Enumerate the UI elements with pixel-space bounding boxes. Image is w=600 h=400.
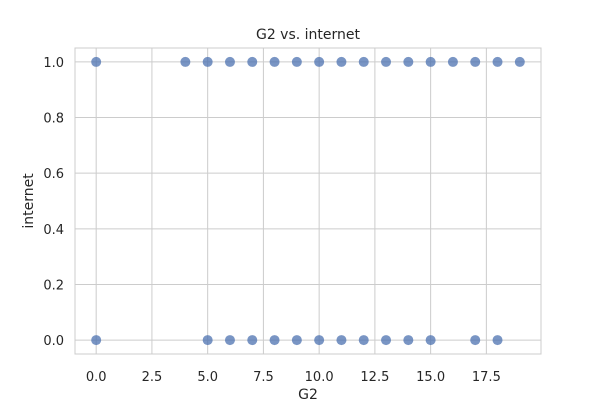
x-tick-label: 0.0: [86, 370, 107, 385]
x-tick-label: 12.5: [360, 370, 389, 385]
x-tick-label: 17.5: [472, 370, 501, 385]
y-tick-label: 0.6: [43, 167, 64, 182]
y-axis-label: internet: [21, 173, 37, 229]
data-point: [492, 335, 503, 346]
data-point: [381, 335, 392, 346]
data-point: [470, 335, 481, 346]
x-tick-label: 10.0: [305, 370, 334, 385]
data-point: [492, 56, 503, 67]
data-point: [247, 56, 258, 67]
data-point: [202, 56, 213, 67]
data-point: [269, 56, 280, 67]
y-tick-label: 1.0: [43, 56, 64, 71]
data-point: [247, 335, 258, 346]
y-tick-label: 0.0: [43, 334, 64, 349]
data-point: [425, 335, 436, 346]
chart-title: G2 vs. internet: [256, 27, 361, 43]
x-tick-label: 2.5: [142, 370, 163, 385]
data-point: [425, 56, 436, 67]
data-point: [514, 56, 525, 67]
data-point: [447, 56, 458, 67]
x-tick-label: 5.0: [197, 370, 218, 385]
data-point: [358, 56, 369, 67]
data-point: [224, 56, 235, 67]
y-tick-label: 0.8: [43, 112, 64, 127]
plot-frame: [74, 47, 542, 355]
data-point: [314, 56, 325, 67]
y-tick-label: 0.2: [43, 278, 64, 293]
data-point: [180, 56, 191, 67]
data-point: [291, 56, 302, 67]
grid: [75, 48, 541, 354]
data-point: [314, 335, 325, 346]
x-axis-label: G2: [298, 387, 318, 400]
data-point: [202, 335, 213, 346]
data-point: [224, 335, 235, 346]
data-point: [403, 56, 414, 67]
data-points: [91, 56, 525, 346]
data-point: [91, 335, 102, 346]
x-tick-labels: 0.0 2.5 5.0 7.5 10.0 12.5 15.0 17.5: [86, 370, 501, 385]
x-tick-label: 15.0: [416, 370, 445, 385]
y-tick-label: 0.4: [43, 223, 64, 238]
data-point: [403, 335, 414, 346]
data-point: [470, 56, 481, 67]
data-point: [91, 56, 102, 67]
data-point: [381, 56, 392, 67]
y-tick-labels: 0.0 0.2 0.4 0.6 0.8 1.0: [43, 56, 64, 349]
data-point: [269, 335, 280, 346]
data-point: [358, 335, 369, 346]
data-point: [291, 335, 302, 346]
data-point: [336, 335, 347, 346]
x-tick-label: 7.5: [253, 370, 274, 385]
data-point: [336, 56, 347, 67]
